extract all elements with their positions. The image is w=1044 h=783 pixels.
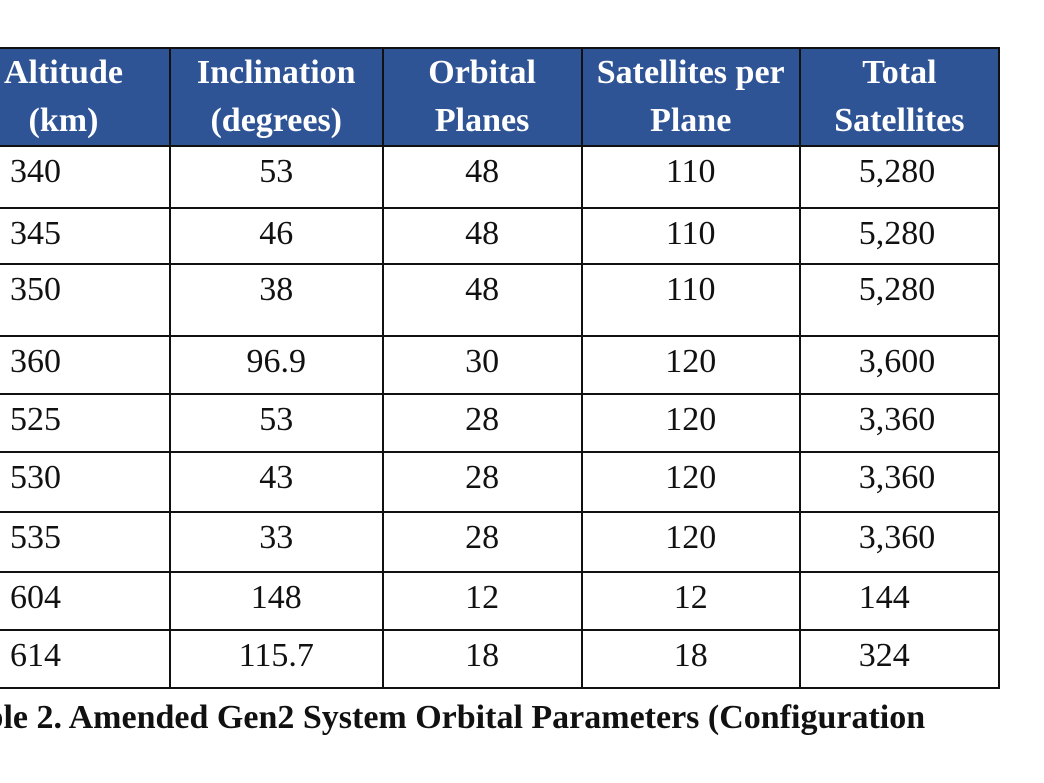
cell-inclination: 38 [168, 263, 384, 337]
cell-altitude: 614 [0, 629, 171, 689]
table-body: 340 53 48 110 5,280 345 46 48 110 5,280 350 38 48 110… [0, 145, 1001, 689]
cell-satellites-per-plane: 18 [580, 629, 801, 689]
cell-inclination: 53 [168, 393, 384, 453]
cell-satellites-per-plane: 110 [580, 207, 801, 265]
cell-altitude: 604 [0, 571, 171, 631]
cell-altitude: 345 [0, 207, 171, 265]
table-row: 535 33 28 120 3,360 [0, 511, 1001, 573]
cell-total-satellites: 3,360 [798, 451, 1001, 513]
cell-satellites-per-plane: 110 [580, 145, 801, 209]
cell-orbital-planes: 48 [381, 263, 583, 337]
cell-satellites-per-plane: 110 [580, 263, 801, 337]
cell-satellites-per-plane: 120 [580, 335, 801, 395]
cell-total-satellites: 5,280 [798, 207, 1001, 265]
header-row: Altitude (km) Inclination (degrees) Orbita… [0, 47, 1001, 147]
table-row: 345 46 48 110 5,280 [0, 207, 1001, 265]
cell-inclination: 46 [168, 207, 384, 265]
table-caption: Table 2. Amended Gen2 System Orbital Par… [0, 699, 926, 736]
cell-altitude: 350 [0, 263, 171, 337]
cell-orbital-planes: 30 [381, 335, 583, 395]
table-row: 360 96.9 30 120 3,600 [0, 335, 1001, 395]
cell-orbital-planes: 48 [381, 207, 583, 265]
cell-inclination: 43 [168, 451, 384, 513]
cell-satellites-per-plane: 120 [580, 451, 801, 513]
cell-total-satellites: 3,360 [798, 511, 1001, 573]
table-header: Altitude (km) Inclination (degrees) Orbita… [0, 47, 1001, 147]
cell-inclination: 33 [168, 511, 384, 573]
table-row: 350 38 48 110 5,280 [0, 263, 1001, 337]
cell-total-satellites: 3,360 [798, 393, 1001, 453]
cell-inclination: 53 [168, 145, 384, 209]
cell-satellites-per-plane: 12 [580, 571, 801, 631]
header-orbital-planes: Orbital Planes [381, 47, 583, 147]
cell-total-satellites: 5,280 [798, 145, 1001, 209]
cell-orbital-planes: 28 [381, 511, 583, 573]
table-row: 340 53 48 110 5,280 [0, 145, 1001, 209]
cell-satellites-per-plane: 120 [580, 393, 801, 453]
cell-altitude: 340 [0, 145, 171, 209]
cell-total-satellites: 144 [798, 571, 1001, 631]
cell-inclination: 96.9 [168, 335, 384, 395]
table-row: 604 148 12 12 144 [0, 571, 1001, 631]
cell-total-satellites: 5,280 [798, 263, 1001, 337]
table-row: 525 53 28 120 3,360 [0, 393, 1001, 453]
orbital-parameters-table: Altitude (km) Inclination (degrees) Orbita… [0, 47, 1001, 689]
cell-altitude: 525 [0, 393, 171, 453]
cell-orbital-planes: 12 [381, 571, 583, 631]
table-row: 614 115.7 18 18 324 [0, 629, 1001, 689]
table-row: 530 43 28 120 3,360 [0, 451, 1001, 513]
cell-total-satellites: 324 [798, 629, 1001, 689]
header-inclination: Inclination (degrees) [168, 47, 384, 147]
cell-inclination: 115.7 [168, 629, 384, 689]
header-total-satellites: Total Satellites [798, 47, 1001, 147]
cell-total-satellites: 3,600 [798, 335, 1001, 395]
cell-altitude: 535 [0, 511, 171, 573]
header-satellites-per-plane: Satellites per Plane [580, 47, 801, 147]
cell-orbital-planes: 18 [381, 629, 583, 689]
header-altitude: Altitude (km) [0, 47, 171, 147]
cell-altitude: 530 [0, 451, 171, 513]
cell-orbital-planes: 48 [381, 145, 583, 209]
cell-inclination: 148 [168, 571, 384, 631]
cell-orbital-planes: 28 [381, 393, 583, 453]
cell-satellites-per-plane: 120 [580, 511, 801, 573]
cell-orbital-planes: 28 [381, 451, 583, 513]
cell-altitude: 360 [0, 335, 171, 395]
